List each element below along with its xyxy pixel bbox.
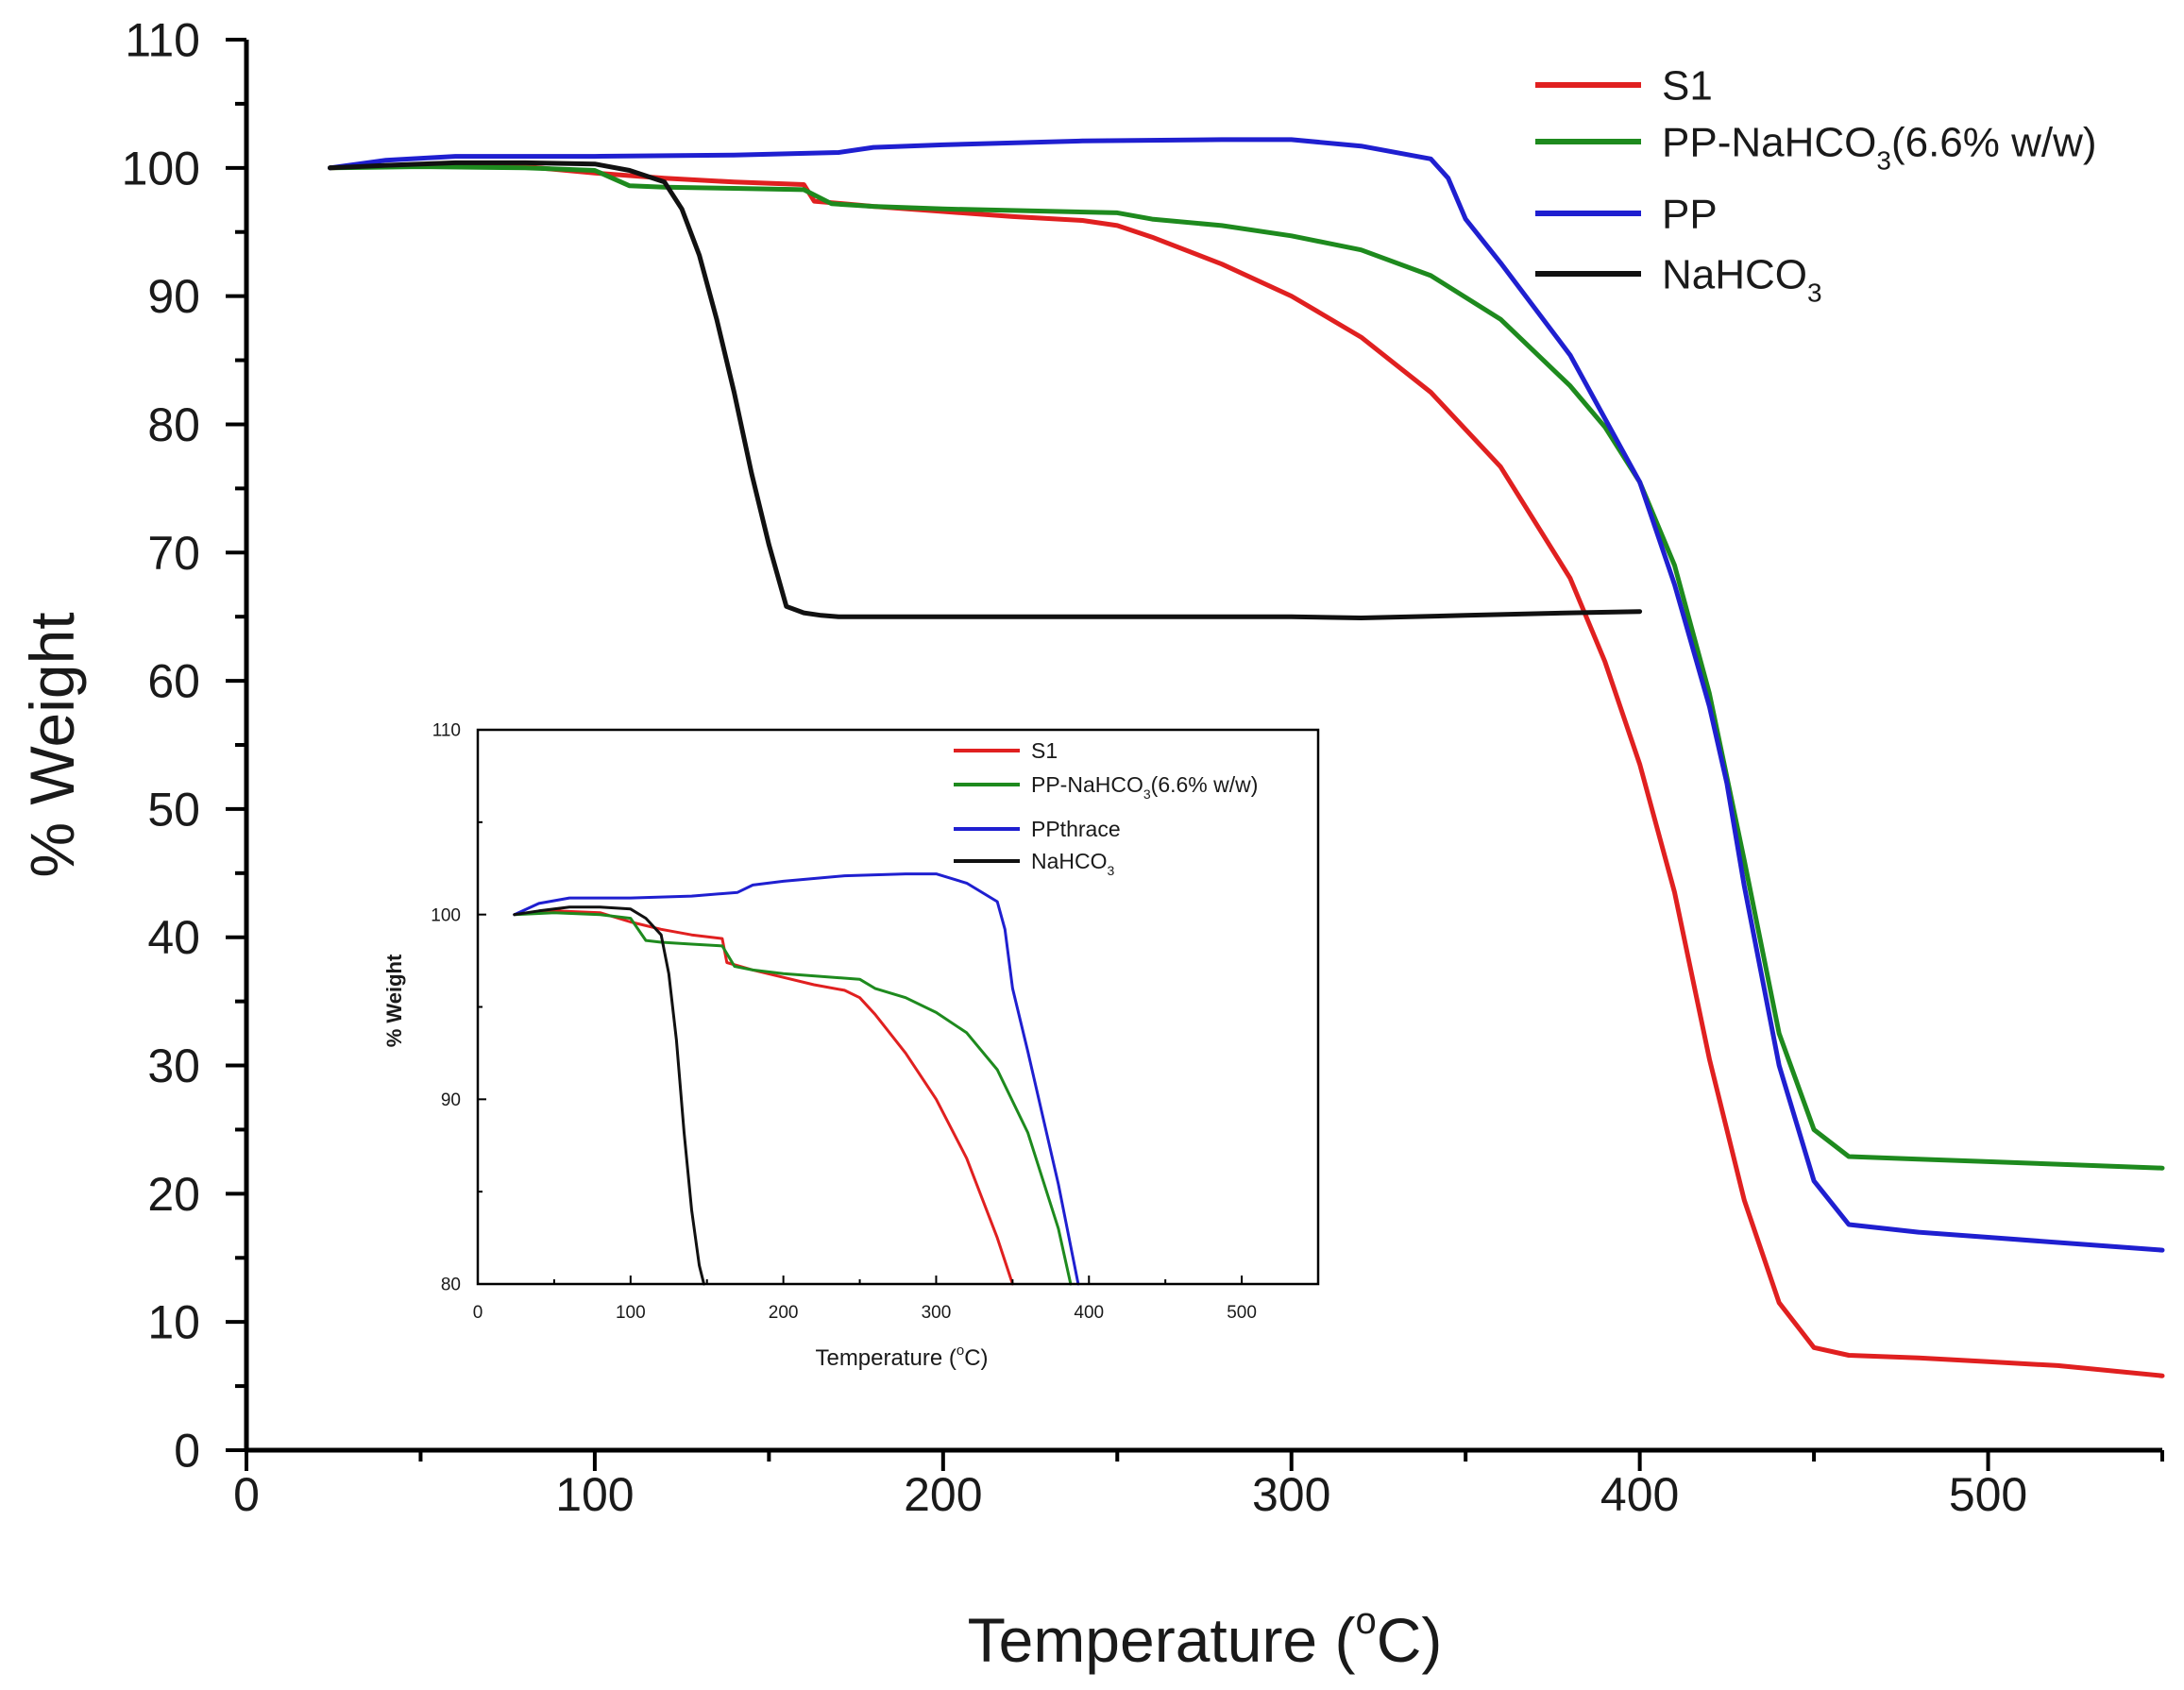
main-y-tick-label: 70 [147, 527, 200, 580]
main-y-tick-label: 90 [147, 270, 200, 323]
inset-x-axis-label-unit: C) [964, 1345, 988, 1371]
main-legend-label: PP [1662, 191, 1718, 237]
main-x-ticks: 0 100 200 300 400 500 [233, 1450, 2164, 1521]
inset-series-line-4 [513, 905, 705, 1286]
inset-y-ticks: 80 90 100 110 [431, 721, 486, 1295]
inset-series-line-3 [513, 872, 1080, 1286]
main-y-axis-label: % Weight [17, 612, 87, 877]
inset-series-line-1 [513, 909, 1014, 1286]
inset-y-tick-label: 110 [432, 721, 461, 741]
main-y-tick-label: 0 [174, 1425, 200, 1478]
inset-y-tick-label: 90 [441, 1090, 461, 1110]
inset-plot: 80 90 100 110 0 100 200 300 400 500 % Weight Tem… [382, 721, 1320, 1371]
inset-legend: S1 PP-NaHCO3(6.6% w/w) PPthrace NaHCO3 [954, 738, 1258, 878]
main-y-tick-label: 20 [147, 1168, 200, 1221]
main-x-tick-label: 400 [1600, 1468, 1679, 1521]
main-y-tick-label: 50 [147, 783, 200, 836]
main-legend-label: NaHCO3 [1662, 251, 1822, 307]
inset-series-line-2 [513, 911, 1073, 1286]
inset-x-axis-label-degree: o [957, 1343, 964, 1359]
inset-x-axis-label: Temperature (oC) [815, 1343, 988, 1371]
main-x-tick-label: 0 [233, 1468, 260, 1521]
inset-legend-label: S1 [1031, 738, 1058, 763]
inset-x-tick-label: 400 [1074, 1303, 1104, 1323]
main-legend: S1 PP-NaHCO3(6.6% w/w) PP NaHCO3 [1535, 62, 2097, 307]
main-x-axis-label-degree: o [1355, 1600, 1376, 1642]
inset-y-tick-label: 80 [441, 1276, 461, 1295]
inset-x-tick-label: 200 [769, 1303, 799, 1323]
inset-x-tick-label: 100 [616, 1303, 646, 1323]
main-y-tick-label: 110 [125, 14, 200, 67]
inset-background [478, 730, 1318, 1284]
inset-x-tick-label: 0 [473, 1303, 483, 1323]
main-series-group [328, 137, 2165, 1378]
main-y-ticks: 0 10 20 30 40 50 60 70 80 90 100 110 [122, 14, 246, 1478]
inset-legend-label: NaHCO3 [1031, 849, 1115, 878]
main-x-tick-label: 500 [1949, 1468, 2027, 1521]
main-x-axis-label-text: Temperature ( [968, 1605, 1356, 1675]
inset-x-ticks: 0 100 200 300 400 500 [473, 1276, 1319, 1323]
main-legend-label: PP-NaHCO3(6.6% w/w) [1662, 119, 2097, 175]
inset-x-tick-label: 500 [1227, 1303, 1257, 1323]
main-y-tick-label: 80 [147, 398, 200, 451]
inset-y-axis-label: % Weight [382, 954, 406, 1047]
inset-legend-label: PP-NaHCO3(6.6% w/w) [1031, 772, 1258, 802]
inset-y-tick-label: 100 [431, 905, 461, 925]
inset-x-tick-label: 300 [922, 1303, 952, 1323]
main-y-tick-label: 100 [122, 142, 200, 194]
inset-series-group [513, 872, 1080, 1286]
main-y-tick-label: 10 [147, 1296, 200, 1349]
main-series-line-2 [328, 164, 2165, 1171]
inset-x-axis-label-text: Temperature ( [815, 1345, 956, 1371]
main-series-line-3 [328, 137, 2165, 1253]
main-series-line-4 [328, 160, 1643, 620]
main-x-tick-label: 100 [555, 1468, 634, 1521]
main-x-tick-label: 200 [904, 1468, 982, 1521]
main-series-line-1 [328, 162, 2165, 1378]
main-plot: 0 10 20 30 40 50 60 70 80 90 100 110 0 100 200 300 400 5… [17, 14, 2165, 1675]
main-y-tick-label: 30 [147, 1039, 200, 1092]
main-x-axis-label-unit: C) [1377, 1605, 1443, 1675]
main-x-tick-label: 300 [1252, 1468, 1330, 1521]
main-legend-label: S1 [1662, 62, 1713, 109]
main-x-axis-label: Temperature (oC) [968, 1600, 1443, 1675]
main-y-tick-label: 40 [147, 911, 200, 964]
main-y-tick-label: 60 [147, 655, 200, 708]
inset-legend-label: PPthrace [1031, 817, 1121, 841]
